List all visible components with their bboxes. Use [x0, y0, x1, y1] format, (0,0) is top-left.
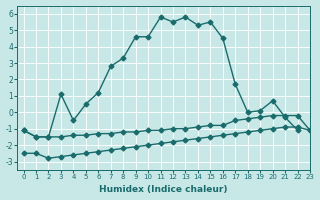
X-axis label: Humidex (Indice chaleur): Humidex (Indice chaleur): [100, 185, 228, 194]
